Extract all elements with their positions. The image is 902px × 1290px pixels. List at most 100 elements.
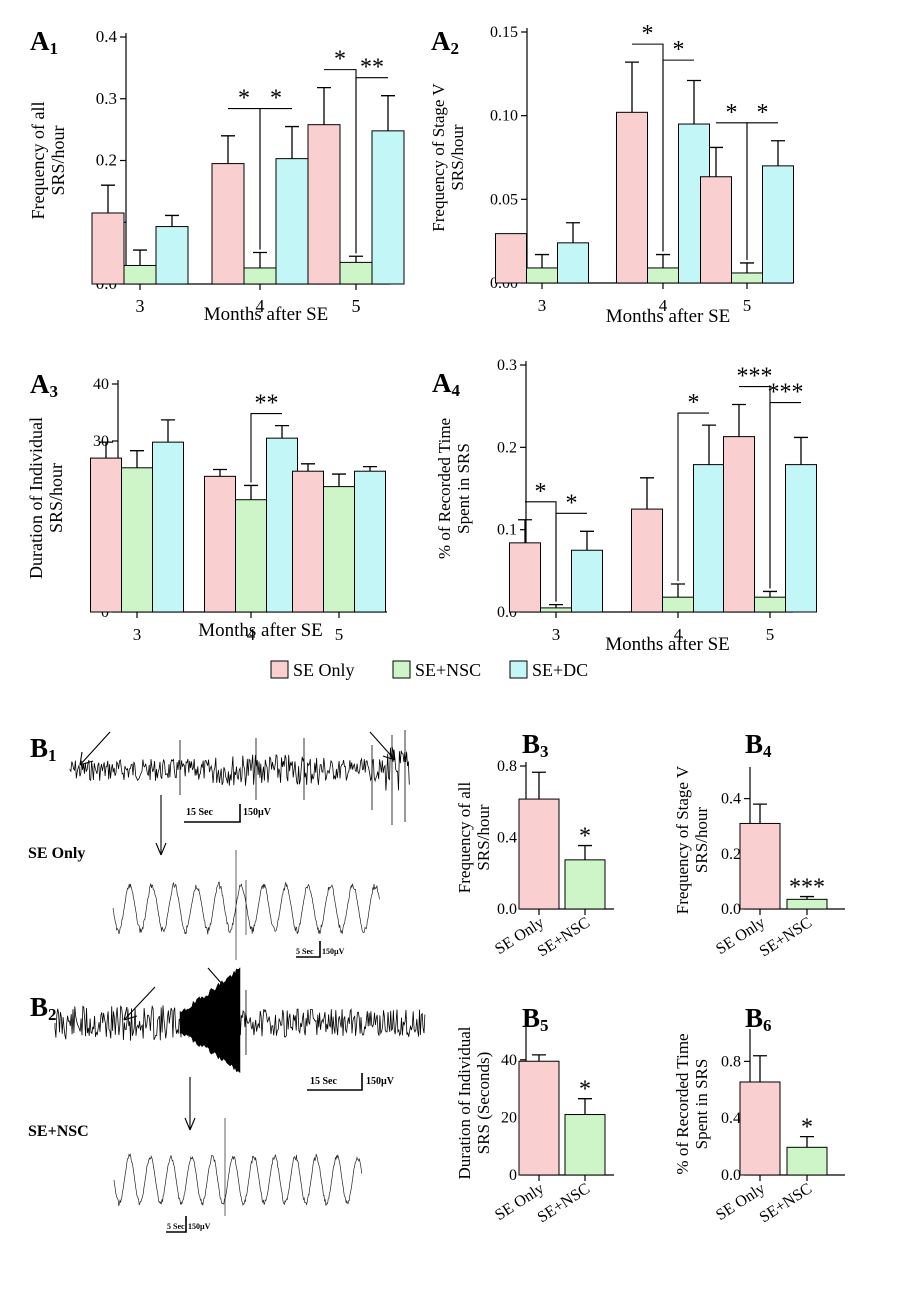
error-bar xyxy=(349,255,363,263)
y-axis-label-line: Frequency of Stage V xyxy=(673,765,692,914)
x-axis-label-a2: Months after SE xyxy=(606,306,731,327)
y-tick-label: 0.8 xyxy=(497,758,517,775)
y-tick-label: 0.3 xyxy=(96,89,117,108)
bar-a2-se-nsc-5 xyxy=(731,272,763,284)
significance-bracket xyxy=(250,413,282,483)
error-bar xyxy=(532,771,546,800)
x-tick-label: SE+NSC xyxy=(757,914,816,960)
panel-label-b2: B2 xyxy=(30,992,57,1024)
y-axis-label-a2: Frequency of Stage VSRS/hour xyxy=(429,83,467,232)
arrow-icon xyxy=(123,986,156,1021)
error-bar xyxy=(740,262,754,273)
panel-label-b4: B4 xyxy=(745,729,772,761)
bar-a1-se-only-5 xyxy=(307,124,341,285)
y-tick-label: 0.2 xyxy=(96,151,117,170)
y-tick-label: 0.4 xyxy=(721,791,741,808)
y-tick-label: 0 xyxy=(509,1167,517,1184)
y-axis-label-line: % of Recorded Time xyxy=(673,1033,692,1174)
panel-letter: A xyxy=(30,369,50,399)
eeg-trace-b1-main xyxy=(69,747,410,791)
y-tick-label: 0.4 xyxy=(497,830,517,847)
y-axis-label-line: SRS/hour xyxy=(474,804,493,870)
panel-number: 3 xyxy=(540,742,549,761)
y-axis-label-line: SRS (Seconds) xyxy=(474,1052,493,1154)
error-bar xyxy=(771,140,785,166)
x-tick-label: 5 xyxy=(743,296,752,315)
bar-b3-se-only xyxy=(518,798,560,910)
error-bar xyxy=(625,61,639,113)
x-tick-label: SE+NSC xyxy=(757,1180,816,1226)
arrow-icon xyxy=(79,731,111,766)
error-bar xyxy=(165,214,179,227)
bar-a4-se-only-3 xyxy=(509,542,541,613)
bar-a4-se-only-5 xyxy=(723,436,755,613)
y-tick-label: 0 xyxy=(101,604,109,621)
error-bar xyxy=(671,583,685,598)
y-axis-label-b4: Frequency of Stage VSRS/hour xyxy=(673,765,711,914)
significance-bracket xyxy=(259,107,292,250)
y-axis-label-line: SRS/hour xyxy=(448,124,467,190)
bar-a3-se-nsc-4 xyxy=(235,499,267,613)
panel-label-a2: A2 xyxy=(431,26,459,58)
bar-a1-se-dc-3 xyxy=(155,226,189,285)
panel-number: 4 xyxy=(452,381,461,400)
x-tick-label: 5 xyxy=(352,296,361,316)
error-bar xyxy=(381,95,395,131)
error-bar xyxy=(709,146,723,177)
y-axis-label-line: % of Recorded Time xyxy=(435,418,454,559)
panel-letter: B xyxy=(745,1003,763,1033)
eeg-panel-b2: B2 15 Sec 150µV SE+NSC 5 Sec 150µV xyxy=(28,966,426,1233)
y-axis-label-a3: Duration of IndividualSRS/hour xyxy=(26,417,66,579)
error-bar xyxy=(221,135,235,164)
error-bar xyxy=(253,251,267,268)
panel-letter: A xyxy=(431,26,451,56)
significance-marker: * xyxy=(726,100,738,126)
y-tick-label: 0.1 xyxy=(497,522,517,539)
significance-marker: * xyxy=(801,1115,813,1141)
significance-bracket xyxy=(677,412,709,582)
bar-a4-se-only-4 xyxy=(631,508,663,613)
x-tick-label: 4 xyxy=(674,625,683,644)
x-tick-label: 3 xyxy=(538,296,547,315)
panel-letter: B xyxy=(522,729,540,759)
legend-swatch-se-nsc xyxy=(392,660,411,679)
arrow-icon xyxy=(184,1077,196,1131)
scale-time-b2-main: 15 Sec xyxy=(310,1076,338,1087)
y-axis-label-line: Spent in SRS xyxy=(692,1059,711,1150)
group-label-b2: SE+NSC xyxy=(28,1123,89,1140)
panel-label-a1: A1 xyxy=(30,26,58,58)
y-axis-label-line: SRS/hour xyxy=(48,125,68,195)
significance-marker: * xyxy=(334,47,346,73)
y-tick-label: 0.4 xyxy=(721,1110,741,1127)
bar-a2-se-dc-5 xyxy=(762,165,794,284)
bar-b4-se-only xyxy=(739,822,781,910)
significance-marker: * xyxy=(270,86,282,112)
error-bar xyxy=(794,436,808,465)
bar-b4-se-nsc xyxy=(786,898,828,910)
error-bar xyxy=(317,86,331,125)
significance-marker: ** xyxy=(360,55,384,81)
y-axis-label-b6: % of Recorded TimeSpent in SRS xyxy=(673,1033,711,1174)
bar-a3-se-only-4 xyxy=(204,475,236,613)
y-tick-label: 0.2 xyxy=(721,846,741,863)
bar-a1-se-nsc-4 xyxy=(243,267,277,285)
error-bar xyxy=(99,441,113,459)
bar-a1-se-dc-5 xyxy=(371,130,405,285)
bar-a2-se-only-4 xyxy=(616,111,648,284)
eeg-spikes-b1 xyxy=(179,730,406,825)
x-tick-label: 3 xyxy=(136,296,145,316)
error-bar xyxy=(549,603,563,608)
y-tick-label: 0.15 xyxy=(490,24,518,41)
significance-marker: * xyxy=(535,479,547,505)
panel-label-b1: B1 xyxy=(30,733,57,765)
bar-a4-se-dc-5 xyxy=(785,464,817,613)
x-tick-label: SE+NSC xyxy=(535,1180,594,1226)
y-tick-label: 0.3 xyxy=(497,357,517,374)
significance-marker: * xyxy=(673,37,685,63)
panel-letter: B xyxy=(522,1003,540,1033)
bar-a2-se-only-3 xyxy=(495,233,527,284)
bar-a4-se-nsc-3 xyxy=(540,607,572,613)
y-axis-label-line: Spent in SRS xyxy=(454,443,473,534)
eeg-trace-b2-zoom xyxy=(113,1118,363,1216)
